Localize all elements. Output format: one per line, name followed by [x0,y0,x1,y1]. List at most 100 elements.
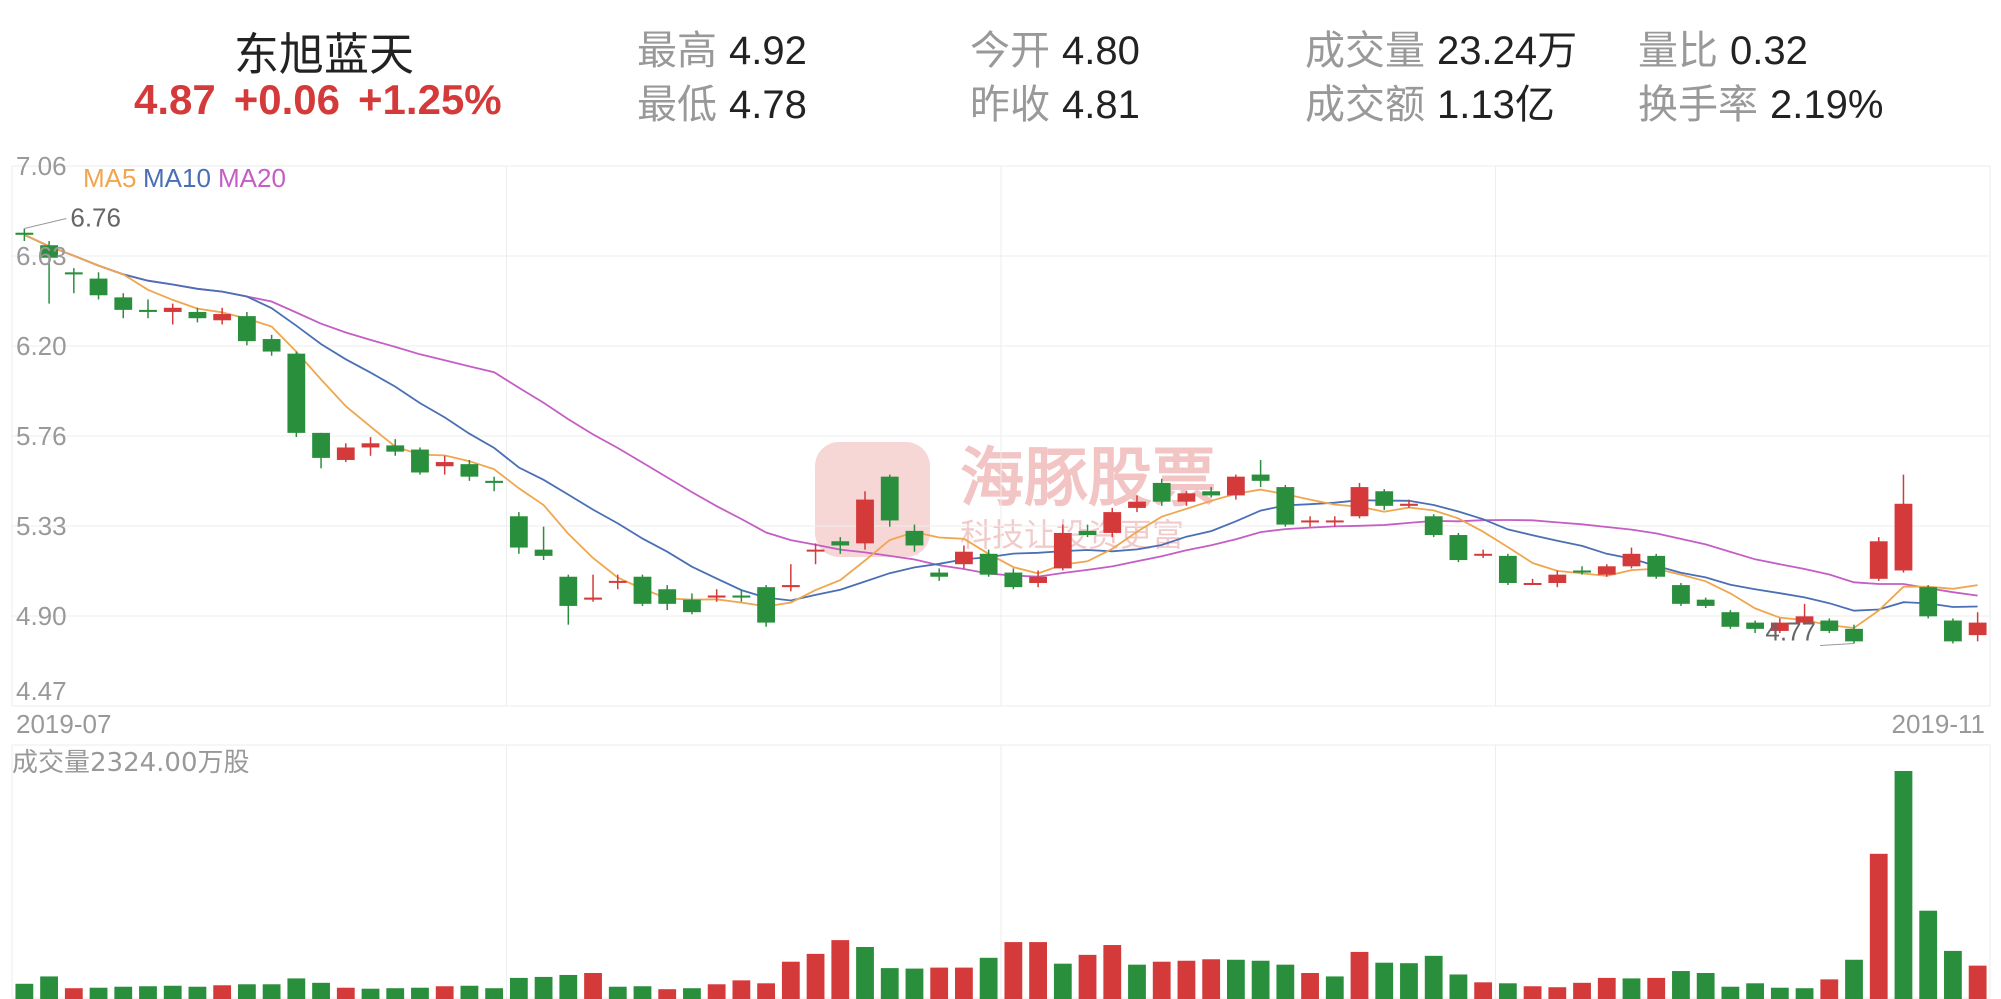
high-annotation-line [24,218,67,230]
volume-bar [757,983,776,999]
stat-value: 1.13亿 [1437,83,1555,127]
stat-volume: 成交量 23.24万 [1305,18,1577,76]
volume-bar [905,968,924,999]
volume-bar [584,973,602,999]
stat-prev-close: 昨收 4.81 [970,72,1140,130]
candle-body [608,580,627,583]
candle-body [1721,612,1740,627]
price-tick: 5.76 [16,421,67,451]
candle-body [880,476,899,521]
volume-bar [1103,945,1122,999]
watermark-logo-icon [815,442,930,557]
candle [188,307,207,323]
candle-body [979,553,998,575]
legend: MA5 MA10 MA20 [83,163,286,193]
candle [856,491,874,550]
volume-bar [955,967,973,999]
price-tick: 7.06 [16,151,67,181]
candle [1103,507,1122,538]
candle-body [1968,622,1987,636]
volume-bar [1128,964,1146,999]
x-end-label: 2019-11 [1892,709,1986,739]
volume-bar [979,957,998,999]
candle [806,543,825,565]
candle [1820,618,1839,634]
candle [584,574,602,602]
candle [411,447,429,475]
price-change: +0.06 [233,76,341,123]
stock-name: 东旭蓝天 [234,28,415,81]
candle [1177,491,1196,506]
candle [1869,537,1888,581]
candle-body [188,311,207,319]
stat-turnover: 成交额 1.13亿 [1305,72,1555,130]
volume-bar [163,985,182,999]
candle [979,549,998,577]
candle [40,241,58,304]
volume-bar [89,987,108,999]
candle-body [1053,532,1072,569]
candle-body [460,464,479,477]
candle [1078,524,1097,538]
candles [15,228,1987,644]
candle-body [1078,530,1097,536]
candle [1548,570,1567,588]
candle [1647,553,1666,579]
volume-bar [1919,910,1938,999]
price-tick: 4.90 [16,601,67,631]
volume-bar [1078,954,1097,999]
candle [608,574,627,590]
candle [386,439,405,456]
candle [1968,612,1987,642]
volume-bar [1672,971,1690,999]
candle-body [1177,493,1196,502]
stat-label: 最低 [637,82,717,128]
legend-ma5: MA5 [83,163,136,193]
candle-body [213,314,232,321]
stat-value: 0.32 [1730,29,1808,73]
volume-bar [1152,961,1171,999]
candle-body [64,272,83,275]
candle [1746,620,1765,634]
candle [1721,610,1740,629]
candle [1202,487,1221,498]
volume-bar [856,947,874,999]
volume-bar [608,986,627,999]
volume-bar [1573,982,1591,999]
volume-bar [1869,853,1888,999]
price-tick: 6.63 [16,241,67,271]
candle [1944,618,1962,644]
candle-body [1276,487,1295,525]
candle-body [361,443,380,448]
price-change-pct: +1.25% [358,76,502,123]
stat-low: 最低 4.78 [637,72,807,130]
volume-bar [1202,959,1221,999]
volume-bar [1474,982,1493,999]
candle-body [1498,555,1517,583]
volume-bar [64,988,83,999]
candle [1672,582,1690,606]
candle [1573,566,1591,575]
stat-open: 今开 4.80 [970,18,1140,76]
candle [1770,618,1789,634]
candle-body [1770,622,1789,631]
candle-body [40,245,58,258]
candle [1795,603,1814,625]
candle [831,537,850,554]
volume-bar [683,988,701,999]
ma20-line [24,233,1978,597]
stat-value: 4.81 [1062,83,1140,127]
candle [64,268,83,294]
candle [1004,568,1023,590]
candle [237,311,256,346]
candle [559,574,578,625]
candle-body [1202,491,1221,496]
high-annotation: 6.76 [70,203,121,233]
candle-body [509,516,528,548]
candle [1919,585,1938,619]
candle [485,476,504,492]
candle [1375,489,1394,511]
volume-grid [11,744,1991,999]
candle [1276,484,1295,527]
